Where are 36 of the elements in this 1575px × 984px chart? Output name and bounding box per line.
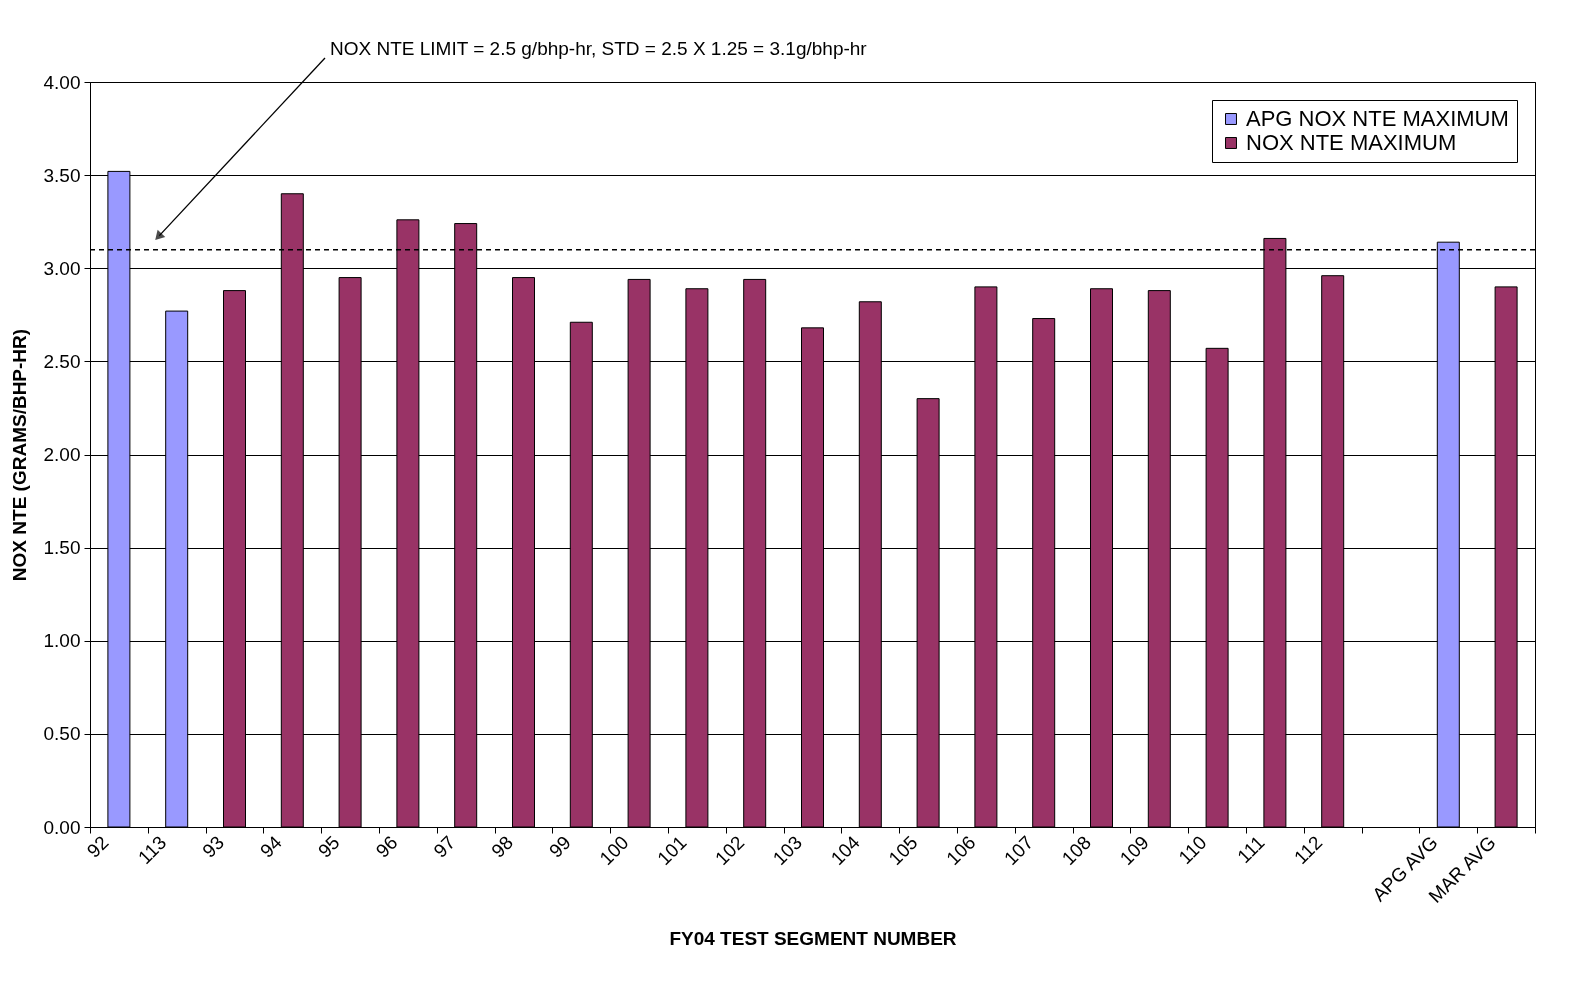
y-tick-label: 3.00 — [43, 257, 81, 279]
x-tick-label: 100 — [595, 831, 633, 869]
x-tick-label: 112 — [1290, 831, 1327, 868]
x-tick-label: 105 — [884, 831, 922, 869]
y-tick-label: 1.00 — [43, 630, 81, 652]
x-tick-label: 99 — [545, 831, 575, 862]
legend-label: NOX NTE MAXIMUM — [1246, 130, 1457, 155]
legend-label: APG NOX NTE MAXIMUM — [1246, 106, 1509, 131]
x-tick-label: 92 — [82, 831, 113, 862]
x-tick-label: 111 — [1233, 831, 1269, 867]
y-tick-label: 4.00 — [43, 71, 81, 93]
x-tick-label: 109 — [1115, 831, 1153, 869]
x-tick-label: 97 — [429, 831, 460, 862]
x-tick-label: 96 — [371, 831, 402, 862]
x-tick-label: 113 — [134, 831, 171, 868]
x-tick-label: 108 — [1057, 831, 1096, 869]
y-tick-label: 2.00 — [43, 444, 81, 465]
x-tick-label: 95 — [313, 831, 344, 862]
y-tick-label: 0.00 — [43, 816, 81, 838]
y-tick-label: 3.50 — [43, 164, 81, 186]
x-tick-label: 93 — [198, 831, 229, 862]
y-axis-title: NOX NTE (GRAMS/BHP-HR) — [8, 328, 30, 582]
x-tick-label: 101 — [653, 831, 691, 869]
x-tick-label: 107 — [1000, 831, 1038, 869]
x-tick-label: 98 — [487, 831, 518, 862]
x-tick-label: 103 — [768, 831, 807, 869]
x-axis-title: FY04 TEST SEGMENT NUMBER — [669, 927, 957, 949]
y-tick-label: 0.50 — [43, 723, 81, 745]
x-tick-label: 104 — [826, 831, 865, 869]
x-tick-label: 110 — [1174, 831, 1211, 868]
text: NOX NTE LIMIT = 2.5 g/bhp-hr, STD = 2.5 X 1.25 = 3.1g/bhp-hr — [330, 38, 868, 59]
x-tick-label: 102 — [711, 831, 749, 869]
y-tick-label: 1.50 — [43, 537, 81, 559]
x-tick-label: 106 — [942, 831, 980, 869]
y-tick-label: 2.50 — [43, 350, 81, 372]
x-tick-label: 94 — [256, 831, 287, 862]
